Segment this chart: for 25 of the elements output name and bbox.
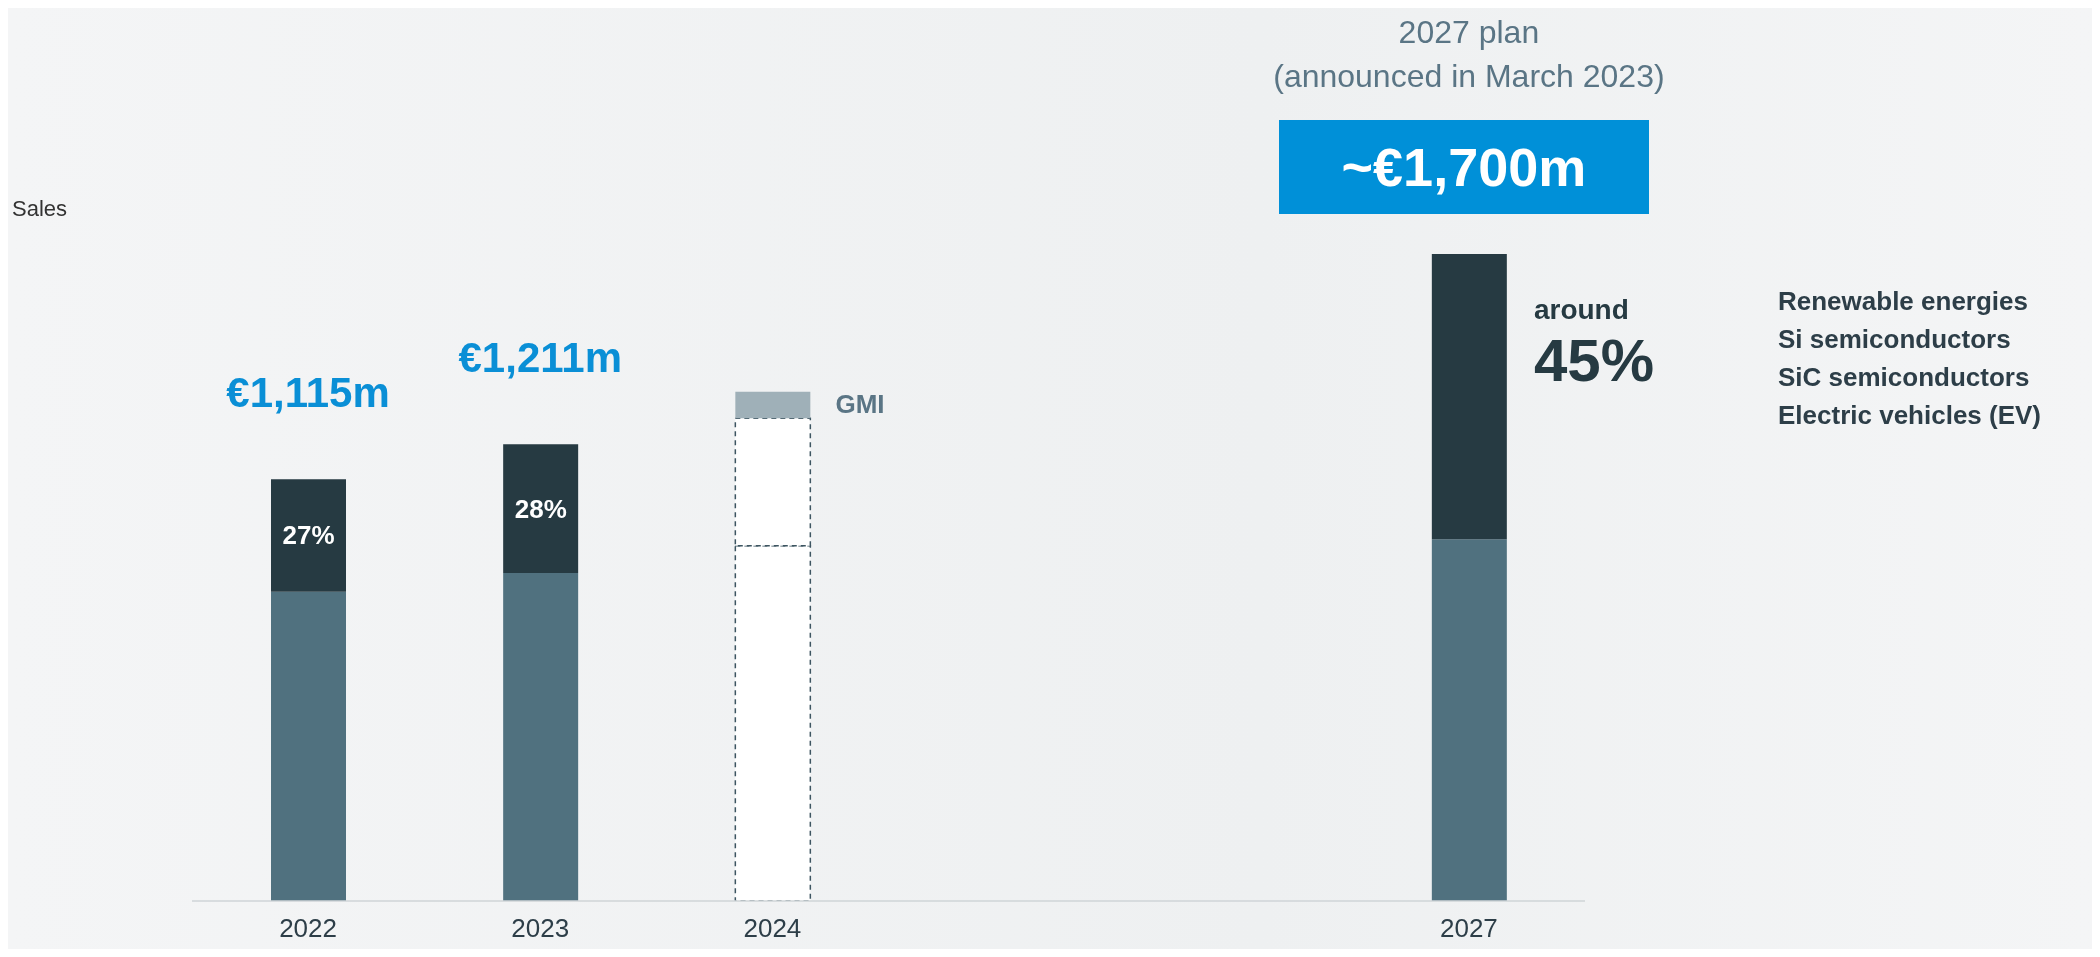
bar [271, 479, 346, 592]
x-tick-label: 2024 [743, 913, 802, 944]
bar [1431, 539, 1507, 901]
annotation: 28% [513, 493, 568, 525]
x-tick-label: 2022 [279, 913, 338, 944]
annotation: around 45% [1533, 294, 1654, 396]
text: SiC semiconductors [1778, 361, 2031, 394]
bar [503, 572, 579, 901]
annotation: 27% [281, 520, 336, 552]
text: ~€1,700m [1278, 120, 1649, 214]
text: Electric vehicles (EV) [1778, 399, 2042, 432]
text: Si semiconductors [1778, 323, 2012, 356]
bar [735, 391, 811, 419]
chart-title: 2027 plan [1397, 13, 1541, 52]
x-tick-label: 2023 [511, 913, 570, 944]
annotation: €1,211m [457, 334, 623, 383]
chart-subtitle: (announced in March 2023) [1272, 57, 1666, 96]
bar [271, 591, 346, 901]
series-label: GMI [835, 389, 885, 421]
annotation: €1,115m [225, 369, 391, 418]
text: Sales [12, 196, 68, 222]
bar [503, 444, 579, 573]
bar [1431, 254, 1507, 540]
x-tick-label: 2027 [1439, 913, 1498, 944]
text: Renewable energies [1778, 285, 2029, 318]
